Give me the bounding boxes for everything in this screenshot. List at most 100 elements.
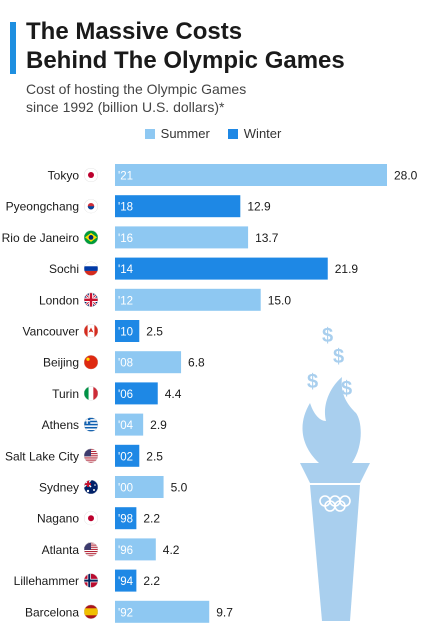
flag-part	[88, 386, 94, 401]
value-label: 13.7	[255, 231, 279, 245]
flag-part	[88, 172, 94, 178]
flag-part	[84, 551, 98, 553]
flag-part	[84, 553, 98, 555]
bar	[115, 476, 164, 498]
bar	[115, 382, 158, 405]
value-label: 28.0	[394, 169, 418, 183]
flag-part	[88, 235, 94, 240]
value-label: 6.8	[188, 356, 205, 370]
year-label: '02	[118, 451, 133, 463]
bar	[115, 257, 328, 280]
title-line-1: The Massive Costs	[26, 18, 243, 45]
flag-part	[84, 270, 98, 276]
flag-part	[86, 357, 90, 361]
japan-flag-icon	[84, 168, 98, 182]
flag-part	[84, 419, 98, 421]
bar	[115, 569, 137, 592]
chart-row: Pyeongchang '18 12.9	[6, 195, 271, 218]
flag-part	[84, 266, 98, 271]
flag-part	[84, 425, 98, 427]
chart-row: Vancouver '10 2.5	[23, 320, 163, 342]
olympic-rings	[319, 495, 351, 512]
uk-flag-icon	[84, 292, 98, 307]
value-label: 5.0	[171, 481, 188, 495]
value-label: 21.9	[335, 262, 359, 276]
value-label: 2.5	[146, 449, 163, 463]
torch-flame	[302, 377, 361, 463]
bar	[115, 164, 387, 186]
chart-row: Athens '04 2.9	[42, 413, 167, 436]
australia-flag-icon	[84, 480, 98, 494]
usa-flag-icon	[84, 448, 98, 463]
bar	[115, 288, 261, 311]
bar	[115, 600, 210, 623]
value-label: 2.2	[143, 512, 160, 526]
bar	[115, 195, 241, 218]
year-label: '21	[118, 171, 133, 183]
usa-flag-icon	[84, 542, 98, 557]
bar	[115, 320, 140, 342]
dollar-sign-1: $	[322, 325, 333, 347]
canada-flag-icon	[84, 324, 98, 338]
flag-part	[88, 515, 94, 522]
flag-part	[84, 457, 98, 459]
flag-part	[84, 428, 98, 431]
brazil-flag-icon	[84, 230, 98, 245]
torch-handle	[310, 485, 360, 621]
chart-row: Beijing '08 6.8	[43, 351, 205, 374]
flag-part	[87, 206, 95, 210]
chart-row: Nagano '98 2.2	[37, 507, 160, 530]
year-label: '92	[118, 607, 133, 619]
value-label: 12.9	[247, 200, 271, 214]
year-label: '08	[118, 358, 133, 370]
subtitle-line-2: since 1992 (billion U.S. dollars)*	[26, 99, 225, 115]
bar	[115, 413, 144, 436]
flag-part	[84, 608, 98, 616]
legend-item-summer: Summer	[144, 126, 210, 141]
flag-part	[84, 386, 89, 401]
value-label: 4.4	[165, 387, 182, 401]
page-title: The Massive Costs Behind The Olympic Gam…	[26, 17, 345, 75]
value-label: 2.2	[143, 574, 160, 588]
dollar-sign-4: $	[341, 378, 352, 400]
bar-chart: $ $ $ $ Tokyo '21 28.0 Pyeongchang '18 12.9 Ri…	[2, 164, 418, 623]
flag-part	[88, 327, 94, 333]
year-label: '94	[118, 576, 134, 588]
flag-part	[84, 459, 98, 461]
value-label: 9.7	[216, 605, 233, 619]
japan-flag-icon	[84, 511, 98, 526]
dollar-sign-2: $	[333, 346, 344, 368]
year-label: '12	[118, 295, 133, 307]
norway-flag-icon	[84, 573, 98, 588]
year-label: '16	[118, 233, 133, 245]
category-label: Athens	[42, 418, 79, 432]
category-label: Tokyo	[48, 169, 80, 183]
legend-label-winter: Winter	[243, 126, 282, 141]
year-label: '98	[118, 514, 133, 526]
chart-legend: Summer Winter	[0, 126, 426, 141]
category-label: London	[39, 293, 79, 307]
flag-part	[94, 484, 96, 486]
value-label: 2.5	[146, 325, 163, 339]
category-label: Sydney	[39, 481, 79, 495]
torch-cup	[300, 463, 370, 483]
south-korea-flag-icon	[84, 199, 98, 214]
category-label: Atlanta	[42, 543, 80, 557]
flag-part	[84, 261, 98, 267]
flag-part	[84, 448, 91, 457]
bar	[115, 226, 249, 249]
spain-flag-icon	[84, 604, 98, 619]
chart-row: London '12 15.0	[39, 288, 291, 311]
category-label: Vancouver	[23, 325, 79, 339]
flag-part	[84, 324, 88, 338]
category-label: Nagano	[37, 512, 79, 526]
year-label: '10	[118, 327, 133, 339]
year-label: '14	[118, 264, 134, 276]
category-label: Pyeongchang	[6, 200, 79, 214]
chart-row: Sochi '14 21.9	[49, 257, 359, 280]
olympic-torch-icon: $ $ $ $	[300, 325, 370, 621]
flag-part	[84, 483, 91, 486]
year-label: '06	[118, 389, 133, 401]
italy-flag-icon	[84, 386, 98, 401]
value-label: 2.9	[150, 418, 167, 432]
